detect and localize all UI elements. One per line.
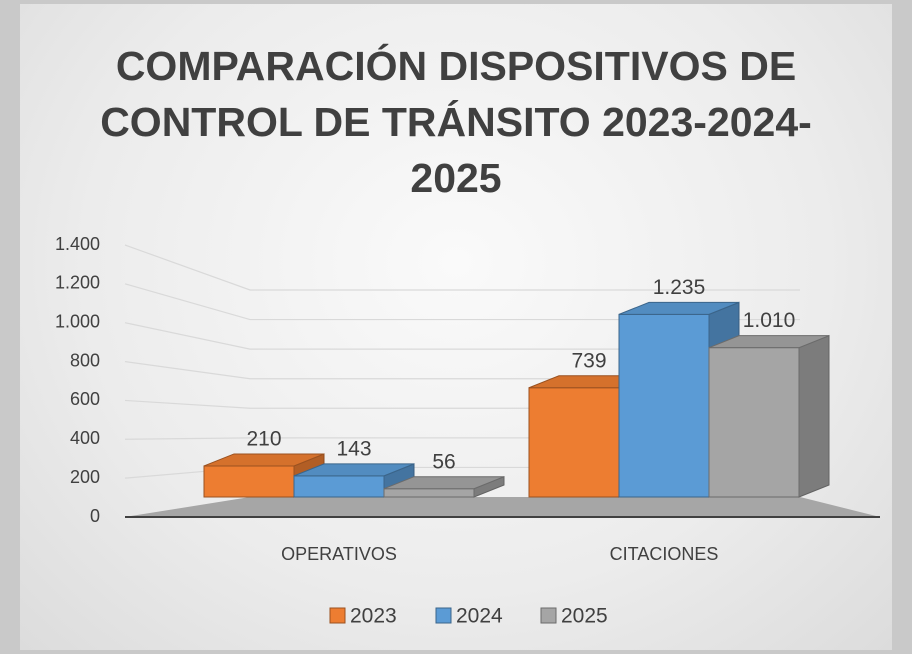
bar-front [708,347,800,498]
chart-panel [20,4,892,650]
bar [383,475,505,498]
y-tick-label: 400 [70,428,100,448]
y-tick-label: 0 [90,506,100,526]
y-tick-label: 1.400 [55,234,100,254]
data-label: 143 [336,437,371,460]
y-tick-label: 1.000 [55,311,100,331]
chart-title: COMPARACIÓN DISPOSITIVOS DE CONTROL DE T… [100,43,812,201]
y-tick-label: 1.200 [55,273,100,293]
legend-label: 2023 [350,605,397,628]
data-label: 1.010 [743,309,796,332]
bar-top [618,301,740,315]
bar-top [203,453,325,467]
bar-side [798,334,830,498]
bar-top [383,476,505,490]
grid-line [124,283,800,321]
bar-front [528,387,620,498]
bar-front [203,465,295,498]
y-tick-label: 200 [70,467,100,487]
data-label: 1.235 [653,276,706,299]
bar-top [293,463,415,477]
bar-front [618,313,710,498]
bar [708,334,830,498]
x-tick-label: CITACIONES [610,544,719,564]
x-tick-label: OPERATIVOS [281,544,397,564]
legend-swatch [329,607,346,624]
data-label: 210 [246,427,281,450]
grid-line [124,322,800,350]
y-tick-label: 600 [70,389,100,409]
y-tick-label: 800 [70,350,100,370]
grid-line [124,244,800,291]
bar-top [708,335,830,349]
bar-front [293,475,385,498]
legend-label: 2024 [456,605,503,628]
floor [125,497,880,517]
data-label: 56 [432,450,455,473]
legend-label: 2025 [561,605,608,628]
legend-swatch [435,607,452,624]
data-label: 739 [571,349,606,372]
legend-swatch [540,607,557,624]
bar-front [383,488,475,498]
